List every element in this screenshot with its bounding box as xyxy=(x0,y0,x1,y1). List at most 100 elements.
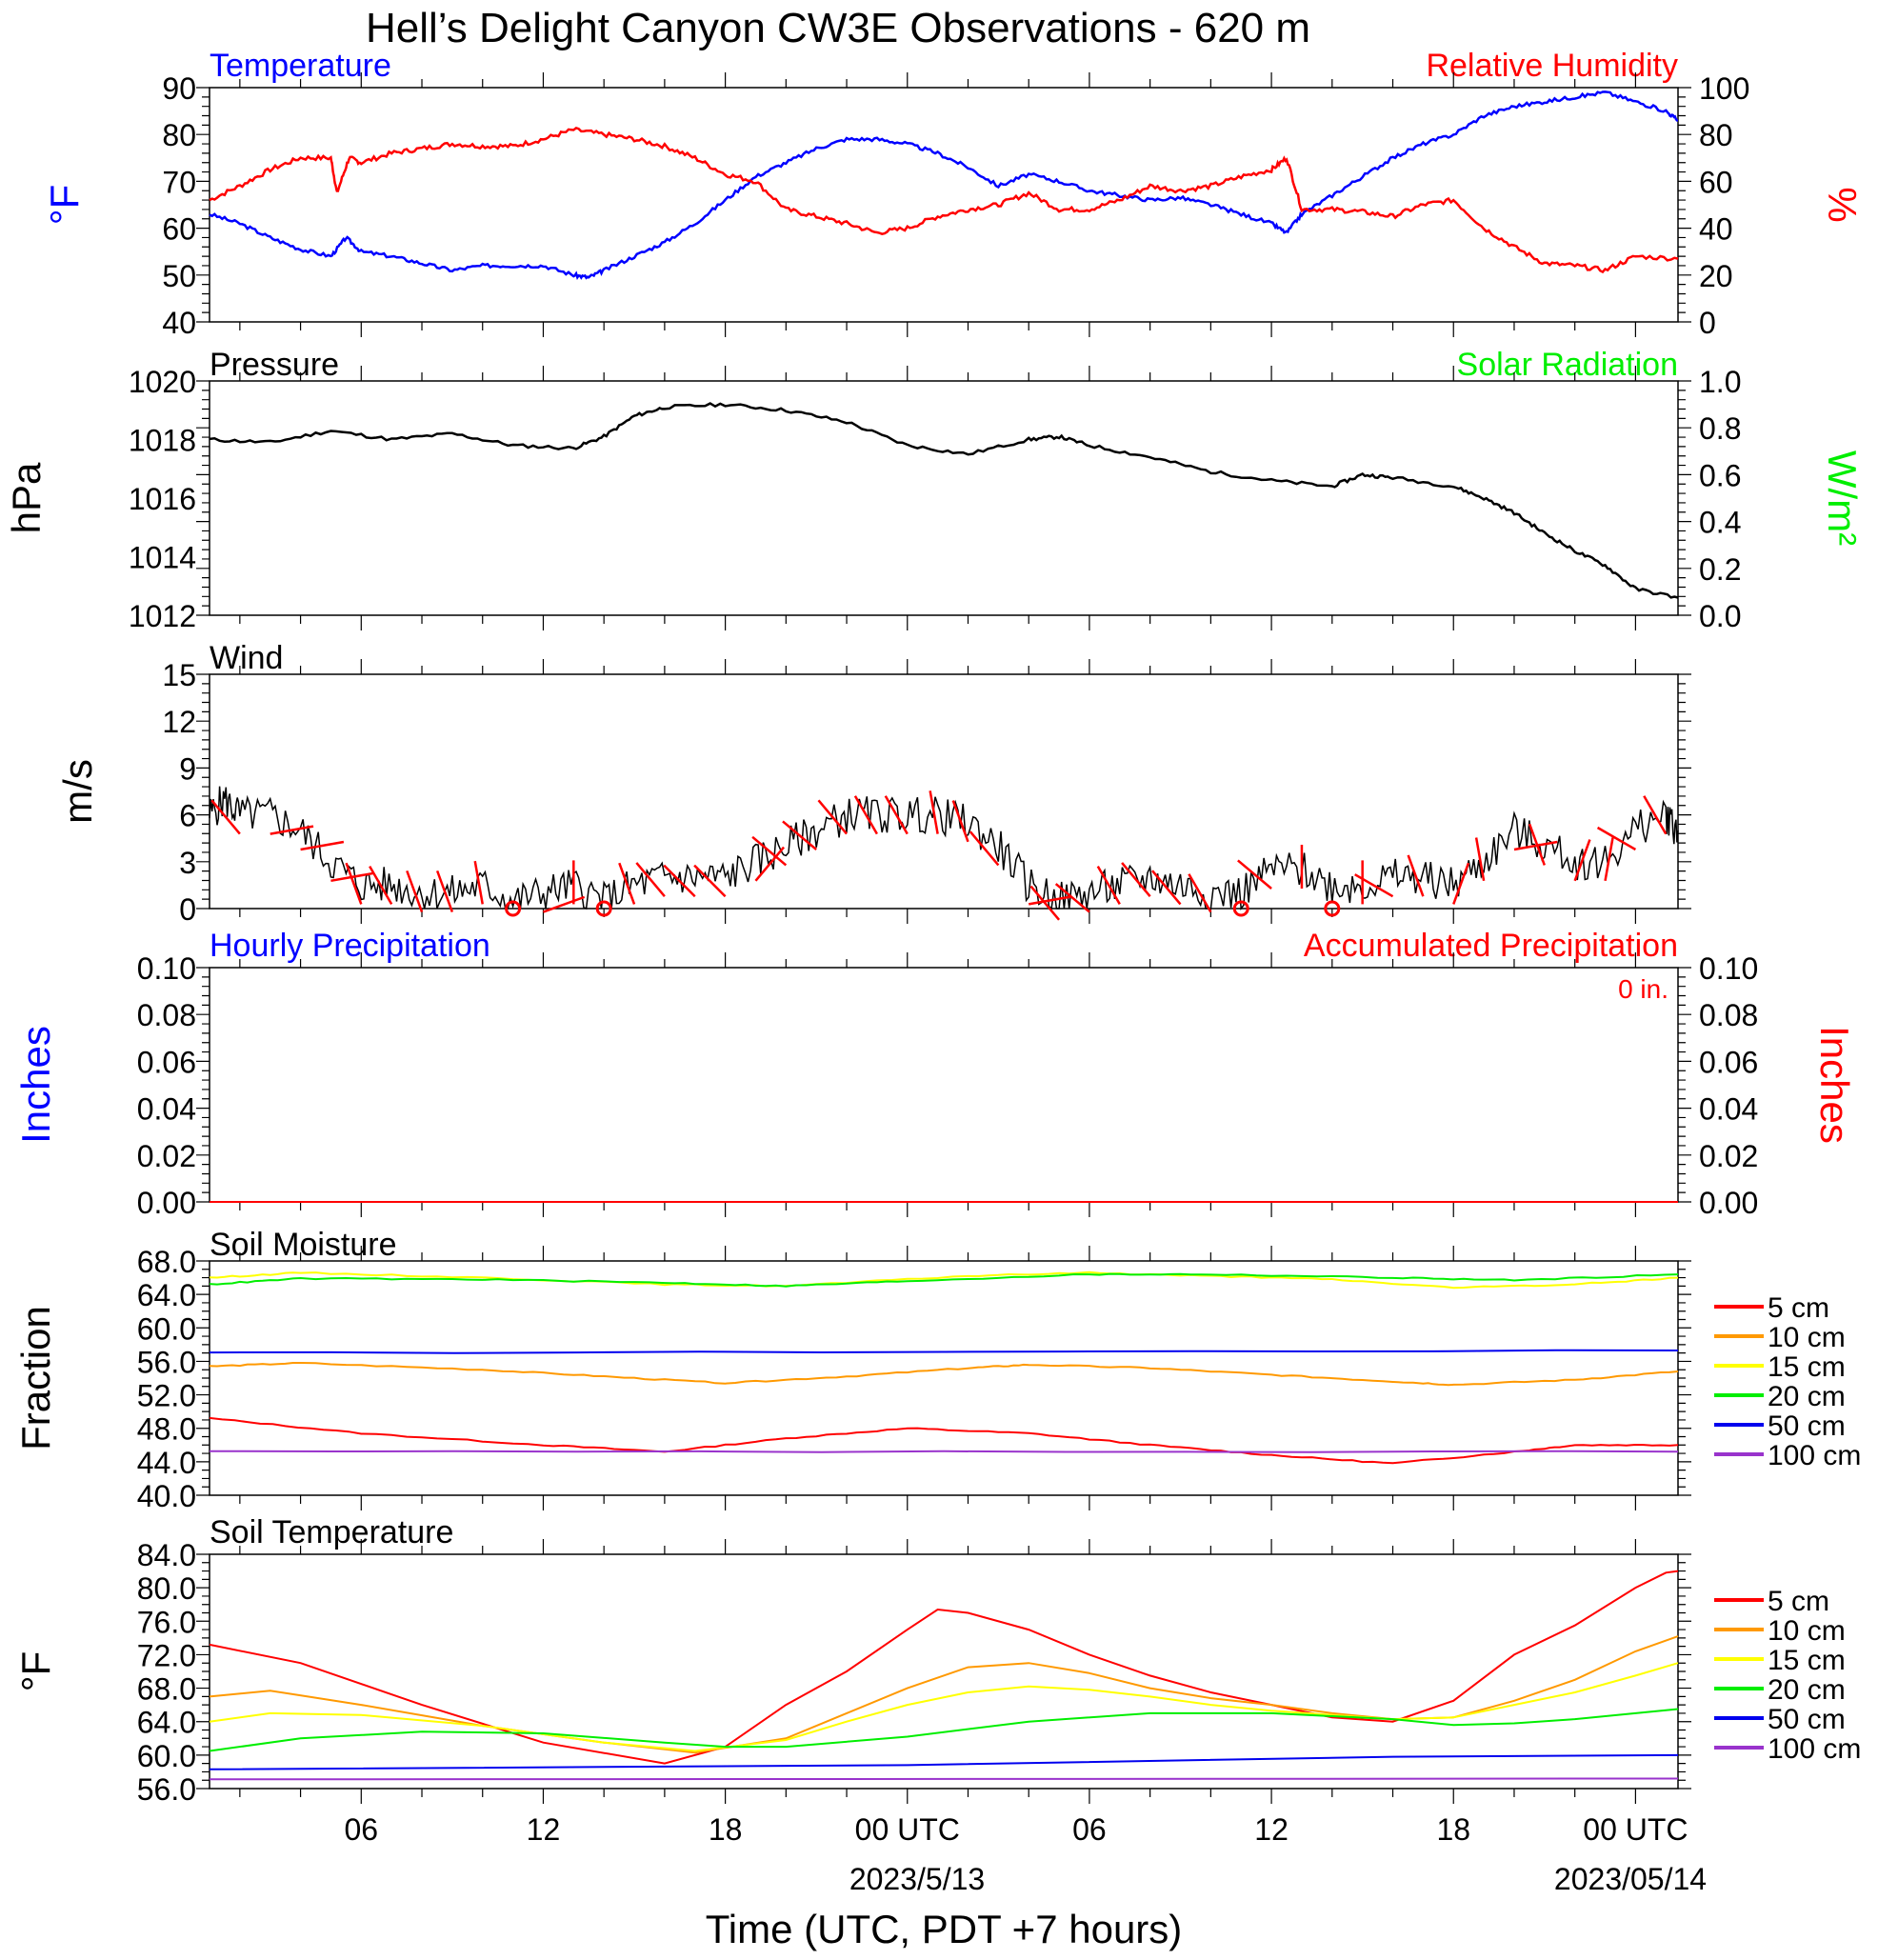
wind-barb xyxy=(1474,837,1486,882)
wind-barb xyxy=(1096,865,1121,906)
solar-tick-label: 0.8 xyxy=(1699,411,1741,446)
hourly-precip-tick-label: 0.10 xyxy=(137,951,196,986)
soil-temperature-lines xyxy=(209,1570,1679,1781)
soil-moisture-tick-label: 60.0 xyxy=(137,1311,196,1346)
temperature-tick-label: 80 xyxy=(162,118,196,152)
axis-tick-marks xyxy=(196,72,1691,337)
humidity-tick-label: 100 xyxy=(1699,71,1749,106)
time-tick-label: 12 xyxy=(527,1812,561,1847)
humidity-tick-label: 60 xyxy=(1699,165,1733,199)
time-axis-title: Time (UTC, PDT +7 hours) xyxy=(706,1907,1183,1951)
panel-pressure: Pressure Solar Radiation hPa W/m² 102010… xyxy=(4,347,1865,633)
calm-wind-marker xyxy=(595,900,612,917)
soil-temperature-tick-label: 84.0 xyxy=(137,1538,196,1572)
wind-barb xyxy=(853,795,878,835)
wind-barb xyxy=(1188,873,1212,913)
temperature-axis-labels: 90 80 70 60 50 40 xyxy=(162,71,196,340)
temperature-tick-label: 70 xyxy=(162,165,196,199)
wind-barb xyxy=(473,860,484,905)
wind-barb xyxy=(1604,837,1614,882)
humidity-tick-label: 80 xyxy=(1699,118,1733,152)
wind-barb xyxy=(1121,862,1151,898)
temperature-axis-ticks xyxy=(196,72,1691,337)
soil-moisture-tick-label: 52.0 xyxy=(137,1379,196,1413)
soil-temperature-axis-ticks xyxy=(196,1539,1691,1804)
humidity-tick-label: 0 xyxy=(1699,306,1716,340)
time-tick-label: 00 UTC xyxy=(855,1812,960,1847)
wind-tick-label: 15 xyxy=(162,658,196,692)
accum-precip-tick-label: 0.02 xyxy=(1699,1139,1758,1173)
hourly-precip-tick-label: 0.04 xyxy=(137,1092,196,1127)
wind-barb xyxy=(754,846,785,882)
temperature-unit: °F xyxy=(42,185,87,225)
wind-barb xyxy=(210,799,241,835)
wind-tick-label: 0 xyxy=(179,892,196,927)
pressure-unit: hPa xyxy=(4,462,49,533)
soil-temperature-tick-label: 76.0 xyxy=(137,1605,196,1639)
pressure-axis-ticks xyxy=(196,366,1691,630)
soil-moisture-unit: Fraction xyxy=(13,1306,58,1450)
panel-precipitation: Hourly Precipitation Accumulated Precipi… xyxy=(13,928,1857,1220)
wind-barb xyxy=(1573,839,1591,882)
accum-precip-total: 0 in. xyxy=(1618,974,1668,1004)
temperature-tick-label: 50 xyxy=(162,259,196,293)
depth-line-100cm xyxy=(209,1450,1679,1453)
hourly-precip-tick-label: 0.02 xyxy=(137,1139,196,1173)
legend-label: 20 cm xyxy=(1768,1674,1846,1706)
legend-label: 10 cm xyxy=(1768,1615,1846,1647)
wind-barb xyxy=(406,870,424,913)
pressure-tick-label: 1014 xyxy=(129,541,196,575)
time-axis-labels: 06 12 18 00 UTC 06 12 18 00 UTC xyxy=(345,1812,1688,1847)
legend-label: 10 cm xyxy=(1768,1322,1846,1353)
calm-wind-marker xyxy=(1232,900,1249,917)
legend-label: 50 cm xyxy=(1768,1410,1846,1442)
pressure-tick-label: 1016 xyxy=(129,482,196,516)
wind-barb xyxy=(345,862,363,905)
wind-barb xyxy=(1643,795,1668,835)
panel-soil-moisture: Soil Moisture Fraction 68.064.060.056.05… xyxy=(13,1227,1861,1513)
depth-line-10cm xyxy=(209,1635,1679,1754)
soil-temperature-title: Soil Temperature xyxy=(210,1514,453,1550)
time-tick-label: 06 xyxy=(1072,1812,1107,1847)
pressure-tick-label: 1020 xyxy=(129,365,196,399)
wind-unit: m/s xyxy=(55,759,100,824)
wind-barb xyxy=(1528,823,1546,866)
wind-barb xyxy=(435,870,454,913)
solar-axis-labels: 1.0 0.8 0.6 0.4 0.2 0.0 xyxy=(1699,365,1741,633)
depth-line-20cm xyxy=(209,1708,1679,1752)
panel-precipitation-frame xyxy=(209,967,1679,1203)
wind-title: Wind xyxy=(210,640,283,676)
humidity-tick-label: 40 xyxy=(1699,212,1733,247)
legend-label: 100 cm xyxy=(1768,1733,1861,1765)
soil-moisture-tick-label: 64.0 xyxy=(137,1278,196,1312)
legend-label: 15 cm xyxy=(1768,1645,1846,1676)
accum-precip-axis-labels: 0.10 0.08 0.06 0.04 0.02 0.00 xyxy=(1699,951,1758,1220)
solar-unit: W/m² xyxy=(1820,450,1865,546)
time-tick-label: 18 xyxy=(1436,1812,1470,1847)
soil-temperature-unit: °F xyxy=(13,1651,58,1691)
legend-label: 50 cm xyxy=(1768,1704,1846,1735)
soil-moisture-tick-label: 68.0 xyxy=(137,1245,196,1279)
wind-tick-label: 12 xyxy=(162,705,196,739)
legend-label: 20 cm xyxy=(1768,1381,1846,1412)
wind-barb xyxy=(618,862,636,905)
depth-line-50cm xyxy=(209,1349,1679,1354)
wind-barb xyxy=(300,840,345,851)
humidity-title: Relative Humidity xyxy=(1426,48,1678,84)
wind-tick-label: 3 xyxy=(179,846,196,880)
time-tick-label: 00 UTC xyxy=(1583,1812,1688,1847)
wind-axis-ticks xyxy=(196,659,1691,924)
soil-temperature-tick-label: 64.0 xyxy=(137,1706,196,1740)
accum-precip-tick-label: 0.00 xyxy=(1699,1186,1758,1220)
wind-barbs xyxy=(210,790,1668,921)
wind-barb xyxy=(663,864,696,898)
axis-tick-marks xyxy=(196,952,1691,1217)
temperature-title: Temperature xyxy=(210,48,391,84)
depth-line-100cm xyxy=(209,1777,1679,1781)
accum-precip-tick-label: 0.04 xyxy=(1699,1092,1758,1127)
soil-temperature-axis-labels: 84.080.076.072.068.064.060.056.0 xyxy=(137,1538,196,1807)
panel-pressure-frame xyxy=(209,380,1679,616)
date-label-2: 2023/05/14 xyxy=(1554,1862,1707,1896)
humidity-tick-label: 20 xyxy=(1699,259,1733,293)
